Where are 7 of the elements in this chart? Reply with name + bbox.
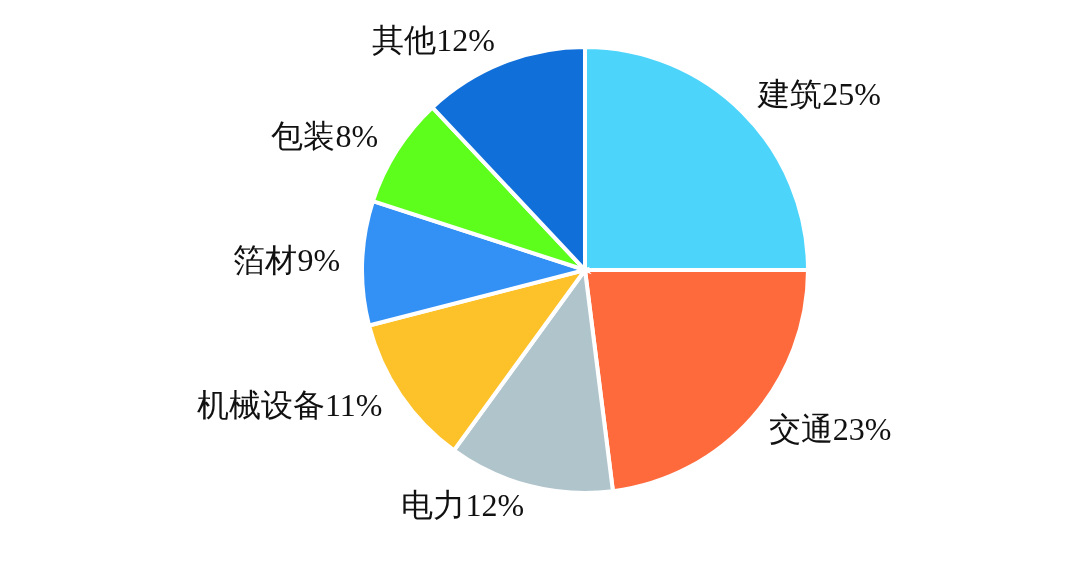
slice-label: 包装8% xyxy=(271,118,379,155)
slice-label: 其他12% xyxy=(372,21,495,58)
slice-label: 交通23% xyxy=(768,411,892,448)
slice-label: 箔材9% xyxy=(233,241,341,278)
slice-label: 机械设备11% xyxy=(196,387,383,424)
slice-label: 建筑25% xyxy=(757,76,881,113)
slice-label: 电力12% xyxy=(401,486,525,523)
